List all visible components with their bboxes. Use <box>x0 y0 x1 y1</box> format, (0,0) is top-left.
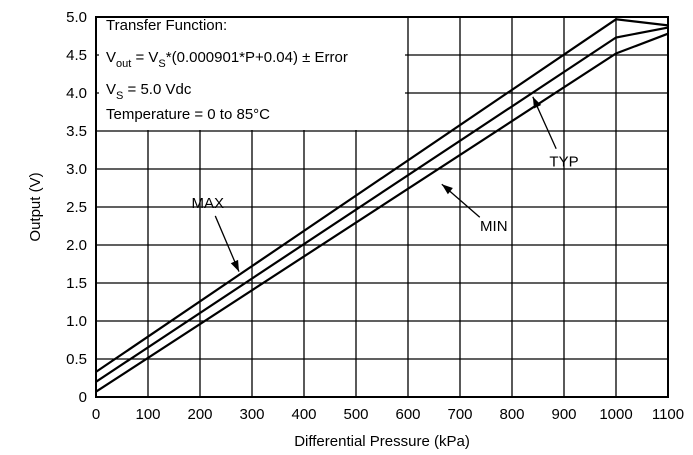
annotation-line-3: VS = 5.0 Vdc <box>106 81 192 102</box>
x-tick-label: 100 <box>135 406 160 423</box>
y-tick-label: 4.5 <box>66 47 87 64</box>
annotation-line-2: Vout = VS*(0.000901*P+0.04) ± Error <box>106 49 348 70</box>
data-lines <box>95 18 669 393</box>
x-tick-label: 400 <box>291 406 316 423</box>
callout-arrowhead-min <box>441 184 453 195</box>
x-tick-label: 300 <box>239 406 264 423</box>
callout-label-min: MIN <box>480 218 508 235</box>
x-tick-label: 0 <box>92 406 100 423</box>
series-line-min <box>95 32 669 393</box>
callout-label-typ: TYP <box>549 153 578 170</box>
x-tick-label: 200 <box>187 406 212 423</box>
y-tick-label: 2.5 <box>66 199 87 216</box>
x-axis-label: Differential Pressure (kPa) <box>294 433 470 450</box>
annotation-background <box>99 12 405 130</box>
y-tick-label: 3.0 <box>66 161 87 178</box>
y-tick-label: 0.5 <box>66 351 87 368</box>
annotation-line-1: Transfer Function: <box>106 17 227 34</box>
series-line-typ <box>95 26 669 383</box>
series-line-max <box>95 18 669 373</box>
plot-frame <box>95 16 669 398</box>
y-tick-label: 5.0 <box>66 9 87 26</box>
x-tick-label: 900 <box>551 406 576 423</box>
callout-arrowhead-typ <box>532 96 542 109</box>
x-tick-label: 700 <box>447 406 472 423</box>
callout-arrowhead-max <box>230 259 239 272</box>
annotation-box: Transfer Function: Vout = VS*(0.000901*P… <box>99 12 405 130</box>
x-tick-label: 1000 <box>599 406 632 423</box>
y-axis-label: Output (V) <box>27 172 44 241</box>
x-tick-label: 800 <box>499 406 524 423</box>
y-tick-label: 0 <box>79 389 87 406</box>
y-tick-label: 4.0 <box>66 85 87 102</box>
y-tick-label: 1.5 <box>66 275 87 292</box>
y-tick-label: 1.0 <box>66 313 87 330</box>
callout-label-max: MAX <box>192 195 225 212</box>
x-tick-label: 600 <box>395 406 420 423</box>
x-tick-label: 1100 <box>652 406 684 423</box>
y-tick-label: 3.5 <box>66 123 87 140</box>
y-tick-labels: 0 0.5 1.0 1.5 2.0 2.5 3.0 3.5 4.0 4.5 5.0 <box>66 9 87 406</box>
y-tick-label: 2.0 <box>66 237 87 254</box>
annotation-line-4: Temperature = 0 to 85°C <box>106 106 270 123</box>
x-tick-label: 500 <box>343 406 368 423</box>
x-tick-labels: 0 100 200 300 400 500 600 700 800 900 1000 1100 <box>92 406 684 423</box>
callouts: MAX TYP MIN <box>192 96 579 272</box>
